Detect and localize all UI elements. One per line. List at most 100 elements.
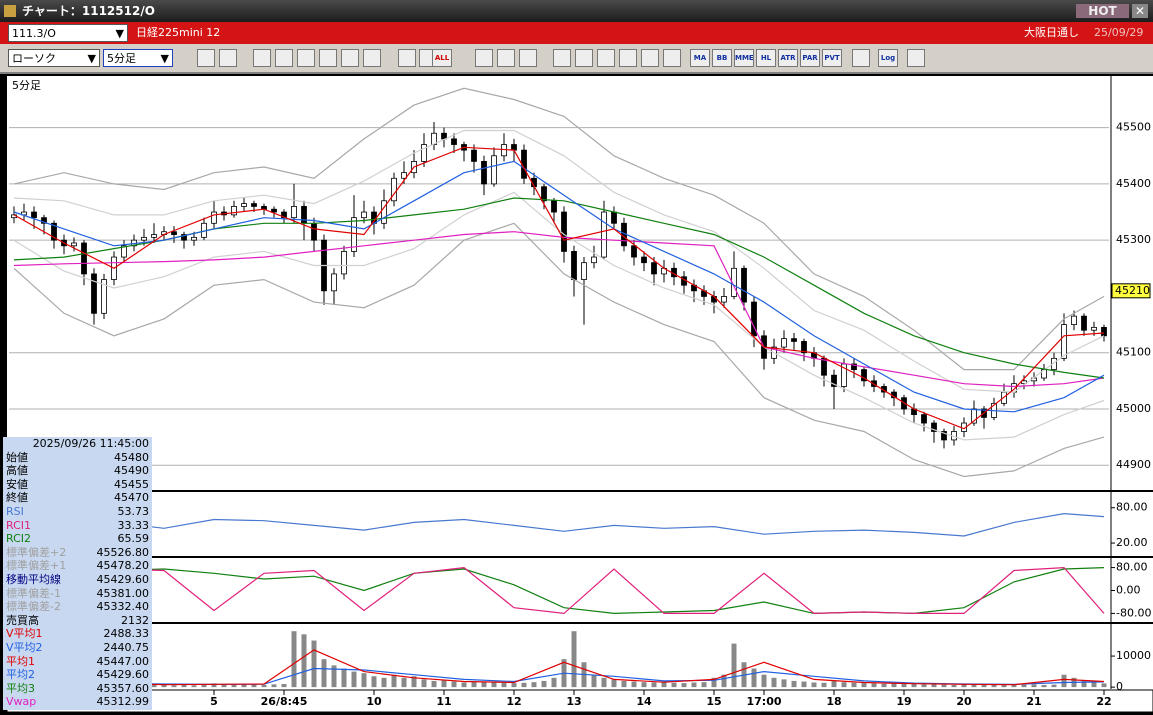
chart-bg	[7, 76, 1153, 712]
volume-bar	[871, 683, 877, 688]
tool-icon[interactable]	[497, 49, 515, 67]
candle-body	[231, 206, 237, 216]
info-row: V平均1 2488.33	[3, 627, 152, 641]
tool-icon[interactable]: HL	[756, 49, 776, 67]
candle-body	[941, 431, 947, 441]
y-tick-label: 44900	[1116, 458, 1151, 471]
volume-bar	[1051, 684, 1057, 688]
y-tick-label: 0	[1116, 680, 1123, 693]
tool-icon[interactable]: BB	[712, 49, 732, 67]
info-value: 45312.99	[96, 695, 150, 709]
info-value: 2132	[121, 613, 149, 627]
candle-body	[451, 138, 457, 145]
candle-body	[181, 234, 187, 241]
tool-icon[interactable]	[519, 49, 537, 67]
tool-icon[interactable]: PAR	[800, 49, 820, 67]
tool-icon[interactable]: MA	[690, 49, 710, 67]
tool-icon[interactable]	[253, 49, 271, 67]
volume-bar	[821, 682, 827, 688]
tool-icon[interactable]	[852, 49, 870, 67]
close-button[interactable]: ✕	[1132, 4, 1148, 18]
series-line	[13, 146, 1105, 430]
tool-icon[interactable]	[663, 49, 681, 67]
volume-bar	[811, 682, 817, 688]
volume-bar	[921, 684, 927, 688]
volume-bar	[301, 634, 307, 688]
volume-bar	[481, 682, 487, 688]
series-line	[13, 567, 1105, 615]
style-select[interactable]: ローソク ▼	[8, 49, 100, 67]
volume-bar	[661, 681, 667, 688]
candle-body	[291, 206, 297, 219]
symbol-bar: 111.3/O ▼ 日経225mini 12 大阪日通し 25/09/29	[0, 22, 1153, 44]
x-tick-label: 17:00	[746, 695, 781, 708]
tool-icon[interactable]: ATR	[778, 49, 798, 67]
tool-icon[interactable]	[475, 49, 493, 67]
info-row: RCI2 65.59	[3, 532, 152, 546]
tool-icon[interactable]: ALL	[432, 49, 452, 67]
candle-body	[301, 206, 307, 224]
tool-icon[interactable]	[197, 49, 215, 67]
tool-icon[interactable]	[363, 49, 381, 67]
volume-bar	[251, 684, 257, 688]
candle-body	[401, 172, 407, 179]
candle-body	[421, 144, 427, 162]
volume-bar	[1011, 684, 1017, 688]
volume-bar	[321, 659, 327, 688]
info-value: 45429.60	[96, 572, 150, 586]
tool-icon[interactable]	[575, 49, 593, 67]
info-label: 終値	[6, 491, 28, 505]
candle-body	[211, 211, 217, 224]
info-label: 平均2	[6, 668, 35, 682]
volume-bar	[221, 684, 227, 688]
tool-icon[interactable]	[907, 49, 925, 67]
tool-icon[interactable]	[597, 49, 615, 67]
series-line	[13, 511, 1105, 537]
tool-icon[interactable]	[275, 49, 293, 67]
tool-icon[interactable]	[219, 49, 237, 67]
tool-icon[interactable]: Log	[878, 49, 898, 67]
candle-body	[481, 161, 487, 185]
y-tick-label: 10000	[1116, 649, 1151, 662]
info-label: 高値	[6, 464, 28, 478]
candle-body	[141, 236, 147, 241]
volume-bar	[971, 684, 977, 688]
candle-body	[91, 273, 97, 314]
candle-body	[471, 149, 477, 162]
volume-bar	[641, 682, 647, 688]
tool-icon[interactable]	[341, 49, 359, 67]
x-tick-label: 22	[1096, 695, 1111, 708]
candle-body	[381, 200, 387, 224]
volume-bar	[941, 684, 947, 688]
tool-icon[interactable]	[619, 49, 637, 67]
tool-icon[interactable]	[553, 49, 571, 67]
interval-label: 5分足	[12, 79, 41, 92]
candle-body	[1061, 324, 1067, 359]
symbol-select[interactable]: 111.3/O ▼	[8, 24, 128, 42]
volume-bar	[311, 640, 317, 688]
series-line	[13, 191, 1105, 441]
volume-bar	[601, 677, 607, 688]
volume-bar	[951, 684, 957, 688]
volume-bar	[1021, 684, 1027, 688]
info-row: RCI1 33.33	[3, 519, 152, 533]
tool-icon[interactable]	[297, 49, 315, 67]
tool-icon[interactable]: PVT	[822, 49, 842, 67]
tool-icon[interactable]	[319, 49, 337, 67]
tool-icon[interactable]: MME	[734, 49, 754, 67]
candle-body	[651, 262, 657, 275]
interval-select[interactable]: 5分足 ▼	[103, 49, 173, 67]
y-tick-label: 45100	[1116, 346, 1151, 359]
candle-body	[1071, 315, 1077, 325]
info-row: 標準偏差-2 45332.40	[3, 600, 152, 614]
volume-bar	[671, 682, 677, 688]
tool-icon[interactable]	[398, 49, 416, 67]
hot-button[interactable]: HOT	[1076, 4, 1129, 18]
info-row: Vwap 45312.99	[3, 695, 152, 709]
candle-body	[561, 211, 567, 252]
tool-icon[interactable]	[641, 49, 659, 67]
candle-body	[151, 234, 157, 238]
info-row: 平均2 45429.60	[3, 668, 152, 682]
candle-body	[631, 245, 637, 258]
